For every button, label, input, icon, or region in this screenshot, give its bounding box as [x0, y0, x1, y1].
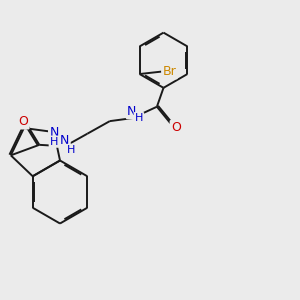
Text: O: O — [171, 121, 181, 134]
Text: Br: Br — [163, 65, 176, 78]
Text: N: N — [60, 134, 70, 147]
Text: H: H — [50, 137, 58, 147]
Text: H: H — [135, 113, 143, 123]
Text: H: H — [67, 145, 76, 155]
Text: N: N — [127, 105, 136, 118]
Text: O: O — [19, 115, 28, 128]
Text: N: N — [49, 126, 58, 139]
